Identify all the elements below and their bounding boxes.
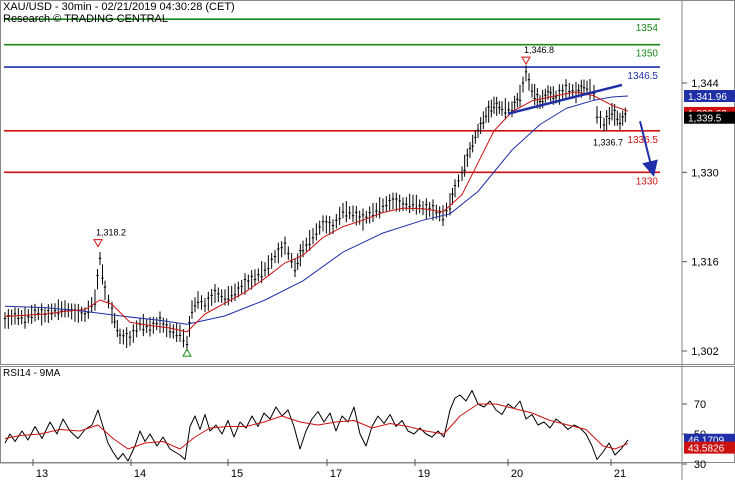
- rsi-line: [4, 390, 629, 462]
- rsi-tag: 43.5826: [688, 444, 725, 455]
- peak-marker-icon: [93, 239, 103, 248]
- level-label-1330: 1330: [636, 176, 659, 187]
- price-tag: 1,339.5: [688, 114, 722, 125]
- price-tag-bg: [684, 90, 735, 103]
- price-y-tick-label: 1,316: [691, 257, 719, 269]
- price-y-tick-label: 1,330: [691, 167, 719, 179]
- x-tick-label: 21: [614, 468, 626, 480]
- price-y-tick-label: 1,302: [691, 346, 719, 358]
- ma-long-line: [4, 95, 629, 325]
- x-tick-label: 15: [231, 468, 243, 480]
- price-y-tick-label: 1,344: [691, 78, 719, 90]
- x-tick-label: 13: [36, 468, 48, 480]
- peak-annotation: 1,318.2: [96, 228, 126, 238]
- level-label-1336.5: 1336.5: [627, 135, 658, 146]
- rsi-ma-line: [4, 403, 629, 450]
- level-label-1346.5: 1346.5: [627, 71, 658, 82]
- price-tag-bg: [684, 111, 735, 124]
- x-tick-label: 17: [330, 468, 342, 480]
- peak-marker-icon: [521, 56, 531, 66]
- x-tick-label: 14: [134, 468, 146, 480]
- rsi-y-tick-label: 30: [694, 459, 706, 471]
- rsi-title: RSI14 - 9MA: [3, 368, 61, 379]
- ma-short-line: [4, 91, 629, 333]
- rsi-y-tick-label: 70: [694, 399, 706, 411]
- forecast-arrow: [639, 121, 658, 177]
- trendline: [507, 83, 623, 115]
- peak-annotation: 1,346.8: [524, 45, 554, 55]
- level-label-1350: 1350: [636, 49, 659, 60]
- rsi-tag-bg: [684, 441, 735, 454]
- price-panel-frame: [0, 0, 735, 365]
- chart-header-title: XAU/USD - 30min - 02/21/2019 04:30:28 (C…: [3, 1, 235, 13]
- target-annotation: 1,336.7: [593, 138, 623, 148]
- x-axis: 13 14 15 17 19 20 21: [0, 459, 682, 480]
- rsi-tag: 46.1709: [688, 436, 725, 447]
- level-label-1354: 1354: [636, 23, 659, 34]
- trough-marker-icon: [182, 348, 192, 357]
- chart-header-source: Research © TRADING CENTRAL: [3, 13, 168, 25]
- x-tick-label: 20: [511, 468, 523, 480]
- price-tag: 1,341.96: [688, 92, 727, 103]
- x-tick-label: 19: [418, 468, 430, 480]
